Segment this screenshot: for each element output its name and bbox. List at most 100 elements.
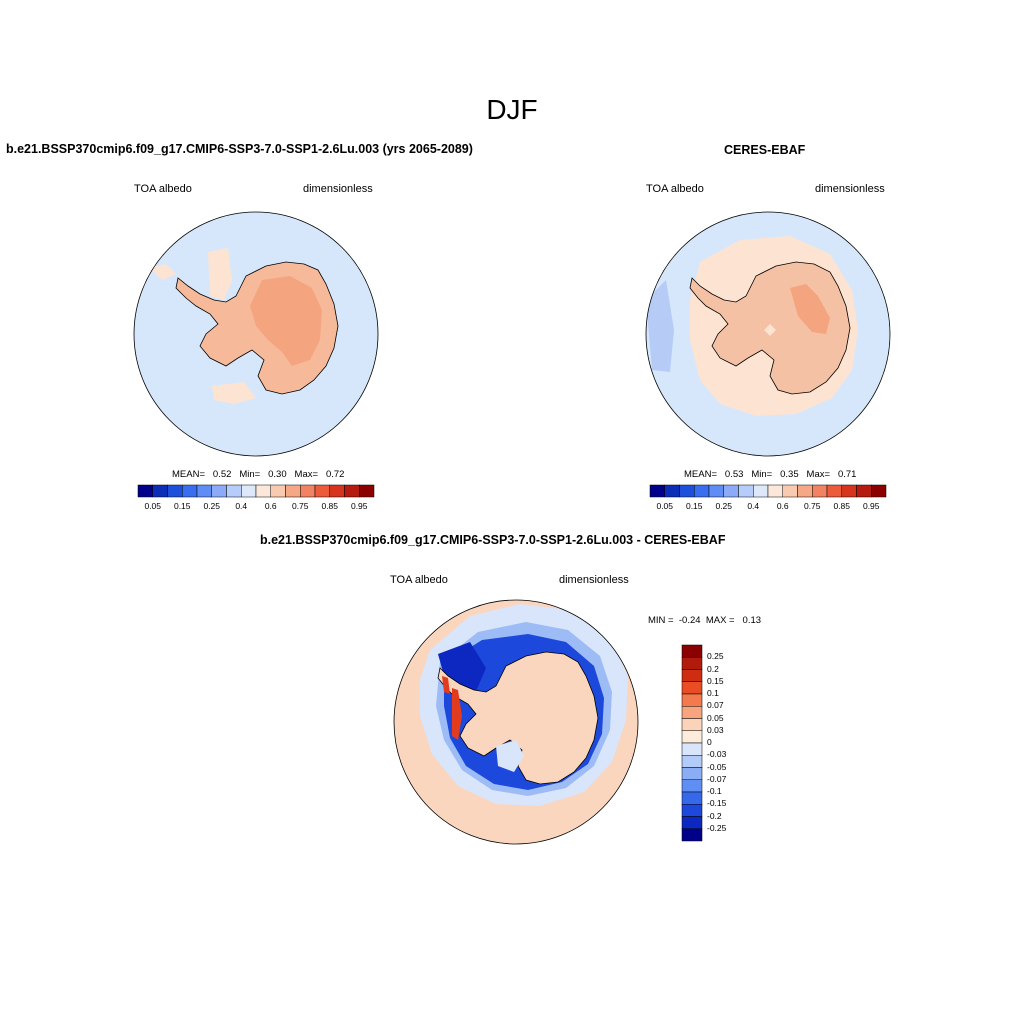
panel-1-variable: TOA albedo xyxy=(134,183,192,195)
panel-3-map xyxy=(393,599,639,845)
colorbar-tick-label: 0.85 xyxy=(321,501,339,511)
max-label: Max= xyxy=(294,469,319,480)
colorbar-tick-label: -0.1 xyxy=(707,786,722,796)
colorbar-difference xyxy=(681,644,703,842)
colorbar-panel-1 xyxy=(137,484,375,498)
colorbar-box xyxy=(681,816,703,829)
colorbar-box xyxy=(681,804,703,817)
panel-3-stats: MIN = -0.24 MAX = 0.13 xyxy=(648,615,761,626)
colorbar-box xyxy=(681,755,703,768)
colorbar-box xyxy=(681,669,703,682)
darker-ocean xyxy=(646,280,674,372)
colorbar-box xyxy=(182,484,198,498)
colorbar-box xyxy=(211,484,227,498)
sea-ice-patch xyxy=(764,324,776,336)
min-value: 0.30 xyxy=(268,469,287,480)
colorbar-tick-label: 0.1 xyxy=(707,688,719,698)
colorbar-tick-label: 0.6 xyxy=(264,501,277,511)
min-label: MIN = xyxy=(648,615,674,626)
mean-label: MEAN= xyxy=(684,469,717,480)
colorbar-tick-label: 0.75 xyxy=(803,501,821,511)
colorbar-box xyxy=(329,484,345,498)
colorbar-box xyxy=(196,484,212,498)
colorbar-tick-label: 0.25 xyxy=(707,651,724,662)
colorbar-box xyxy=(681,779,703,793)
colorbar-tick-label: 0.25 xyxy=(715,501,733,511)
colorbar-box xyxy=(681,828,703,842)
colorbar-tick-label: 0.6 xyxy=(776,501,789,511)
colorbar-box xyxy=(226,484,242,498)
colorbar-box xyxy=(723,484,739,498)
colorbar-box xyxy=(152,484,168,498)
panel-2-stats: MEAN= 0.53 Min= 0.35 Max= 0.71 xyxy=(684,469,856,480)
colorbar-box xyxy=(681,706,703,719)
colorbar-tick-label: 0.85 xyxy=(833,501,851,511)
colorbar-box xyxy=(681,657,703,670)
colorbar-tick-label: 0.05 xyxy=(707,712,724,723)
colorbar-box xyxy=(285,484,301,498)
colorbar-panel-2 xyxy=(649,484,887,498)
colorbar-box xyxy=(753,484,769,498)
peninsula-red xyxy=(452,688,462,740)
max-label: MAX = xyxy=(705,615,735,626)
colorbar-tick-label: -0.2 xyxy=(707,810,722,821)
colorbar-box xyxy=(681,767,703,780)
min-label: Min= xyxy=(751,469,773,480)
colorbar-tick-label: 0.05 xyxy=(656,501,674,511)
map-border xyxy=(393,599,639,845)
colorbar-box xyxy=(344,484,360,498)
max-value: 0.71 xyxy=(837,469,857,480)
max-value: 0.13 xyxy=(742,615,762,626)
mean-value: 0.53 xyxy=(724,469,744,480)
colorbar-tick-label: -0.07 xyxy=(707,773,727,784)
map-border xyxy=(645,211,891,457)
panel-1-map xyxy=(133,211,379,457)
mean-value: 0.52 xyxy=(212,469,232,480)
colorbar-tick-label: 0.25 xyxy=(203,501,221,511)
colorbar-box xyxy=(826,484,842,498)
colorbar-box xyxy=(738,484,754,498)
colorbar-box xyxy=(681,742,703,756)
colorbar-box xyxy=(812,484,828,498)
colorbar-box xyxy=(664,484,680,498)
colorbar-tick-label: -0.03 xyxy=(707,749,727,760)
colorbar-tick-label: 0.15 xyxy=(685,501,703,511)
ross-weddell-negative xyxy=(496,740,524,772)
colorbar-box xyxy=(708,484,724,498)
colorbar-tick-label: 0.75 xyxy=(291,501,309,511)
colorbar-box xyxy=(681,644,703,658)
colorbar-box xyxy=(681,718,703,731)
colorbar-box xyxy=(270,484,286,498)
panel-3-units: dimensionless xyxy=(559,574,629,586)
colorbar-box xyxy=(694,484,710,498)
min-value: -0.24 xyxy=(678,615,701,626)
panel-1-title: b.e21.BSSP370cmip6.f09_g17.CMIP6-SSP3-7.… xyxy=(6,142,473,156)
peninsula-red xyxy=(442,676,450,694)
colorbar-tick-label: 0.4 xyxy=(235,501,248,511)
colorbar-box xyxy=(681,693,703,707)
colorbar-box xyxy=(856,484,872,498)
panel-2-map xyxy=(645,211,891,457)
panel-3-title: b.e21.BSSP370cmip6.f09_g17.CMIP6-SSP3-7.… xyxy=(260,533,726,547)
colorbar-box xyxy=(137,484,153,498)
max-label: Max= xyxy=(806,469,831,480)
min-value: 0.35 xyxy=(780,469,799,480)
colorbar-tick-label: 0.2 xyxy=(707,663,719,674)
sea-ice-patch xyxy=(150,264,176,280)
panel-3-variable: TOA albedo xyxy=(390,574,448,586)
mean-label: MEAN= xyxy=(172,469,205,480)
colorbar-box xyxy=(300,484,316,498)
colorbar-tick-label: 0.07 xyxy=(707,700,724,711)
colorbar-box xyxy=(782,484,798,498)
colorbar-box xyxy=(681,681,703,695)
max-value: 0.72 xyxy=(325,469,345,480)
panel-1-units: dimensionless xyxy=(303,183,373,195)
panel-1-stats: MEAN= 0.52 Min= 0.30 Max= 0.72 xyxy=(172,469,344,480)
colorbar-tick-label: 0.95 xyxy=(862,501,880,511)
colorbar-tick-label: 0.95 xyxy=(350,501,368,511)
colorbar-tick-label: 0.05 xyxy=(144,501,162,511)
colorbar-tick-label: 0.15 xyxy=(173,501,191,511)
colorbar-box xyxy=(871,484,887,498)
panel-2-units: dimensionless xyxy=(815,183,885,195)
